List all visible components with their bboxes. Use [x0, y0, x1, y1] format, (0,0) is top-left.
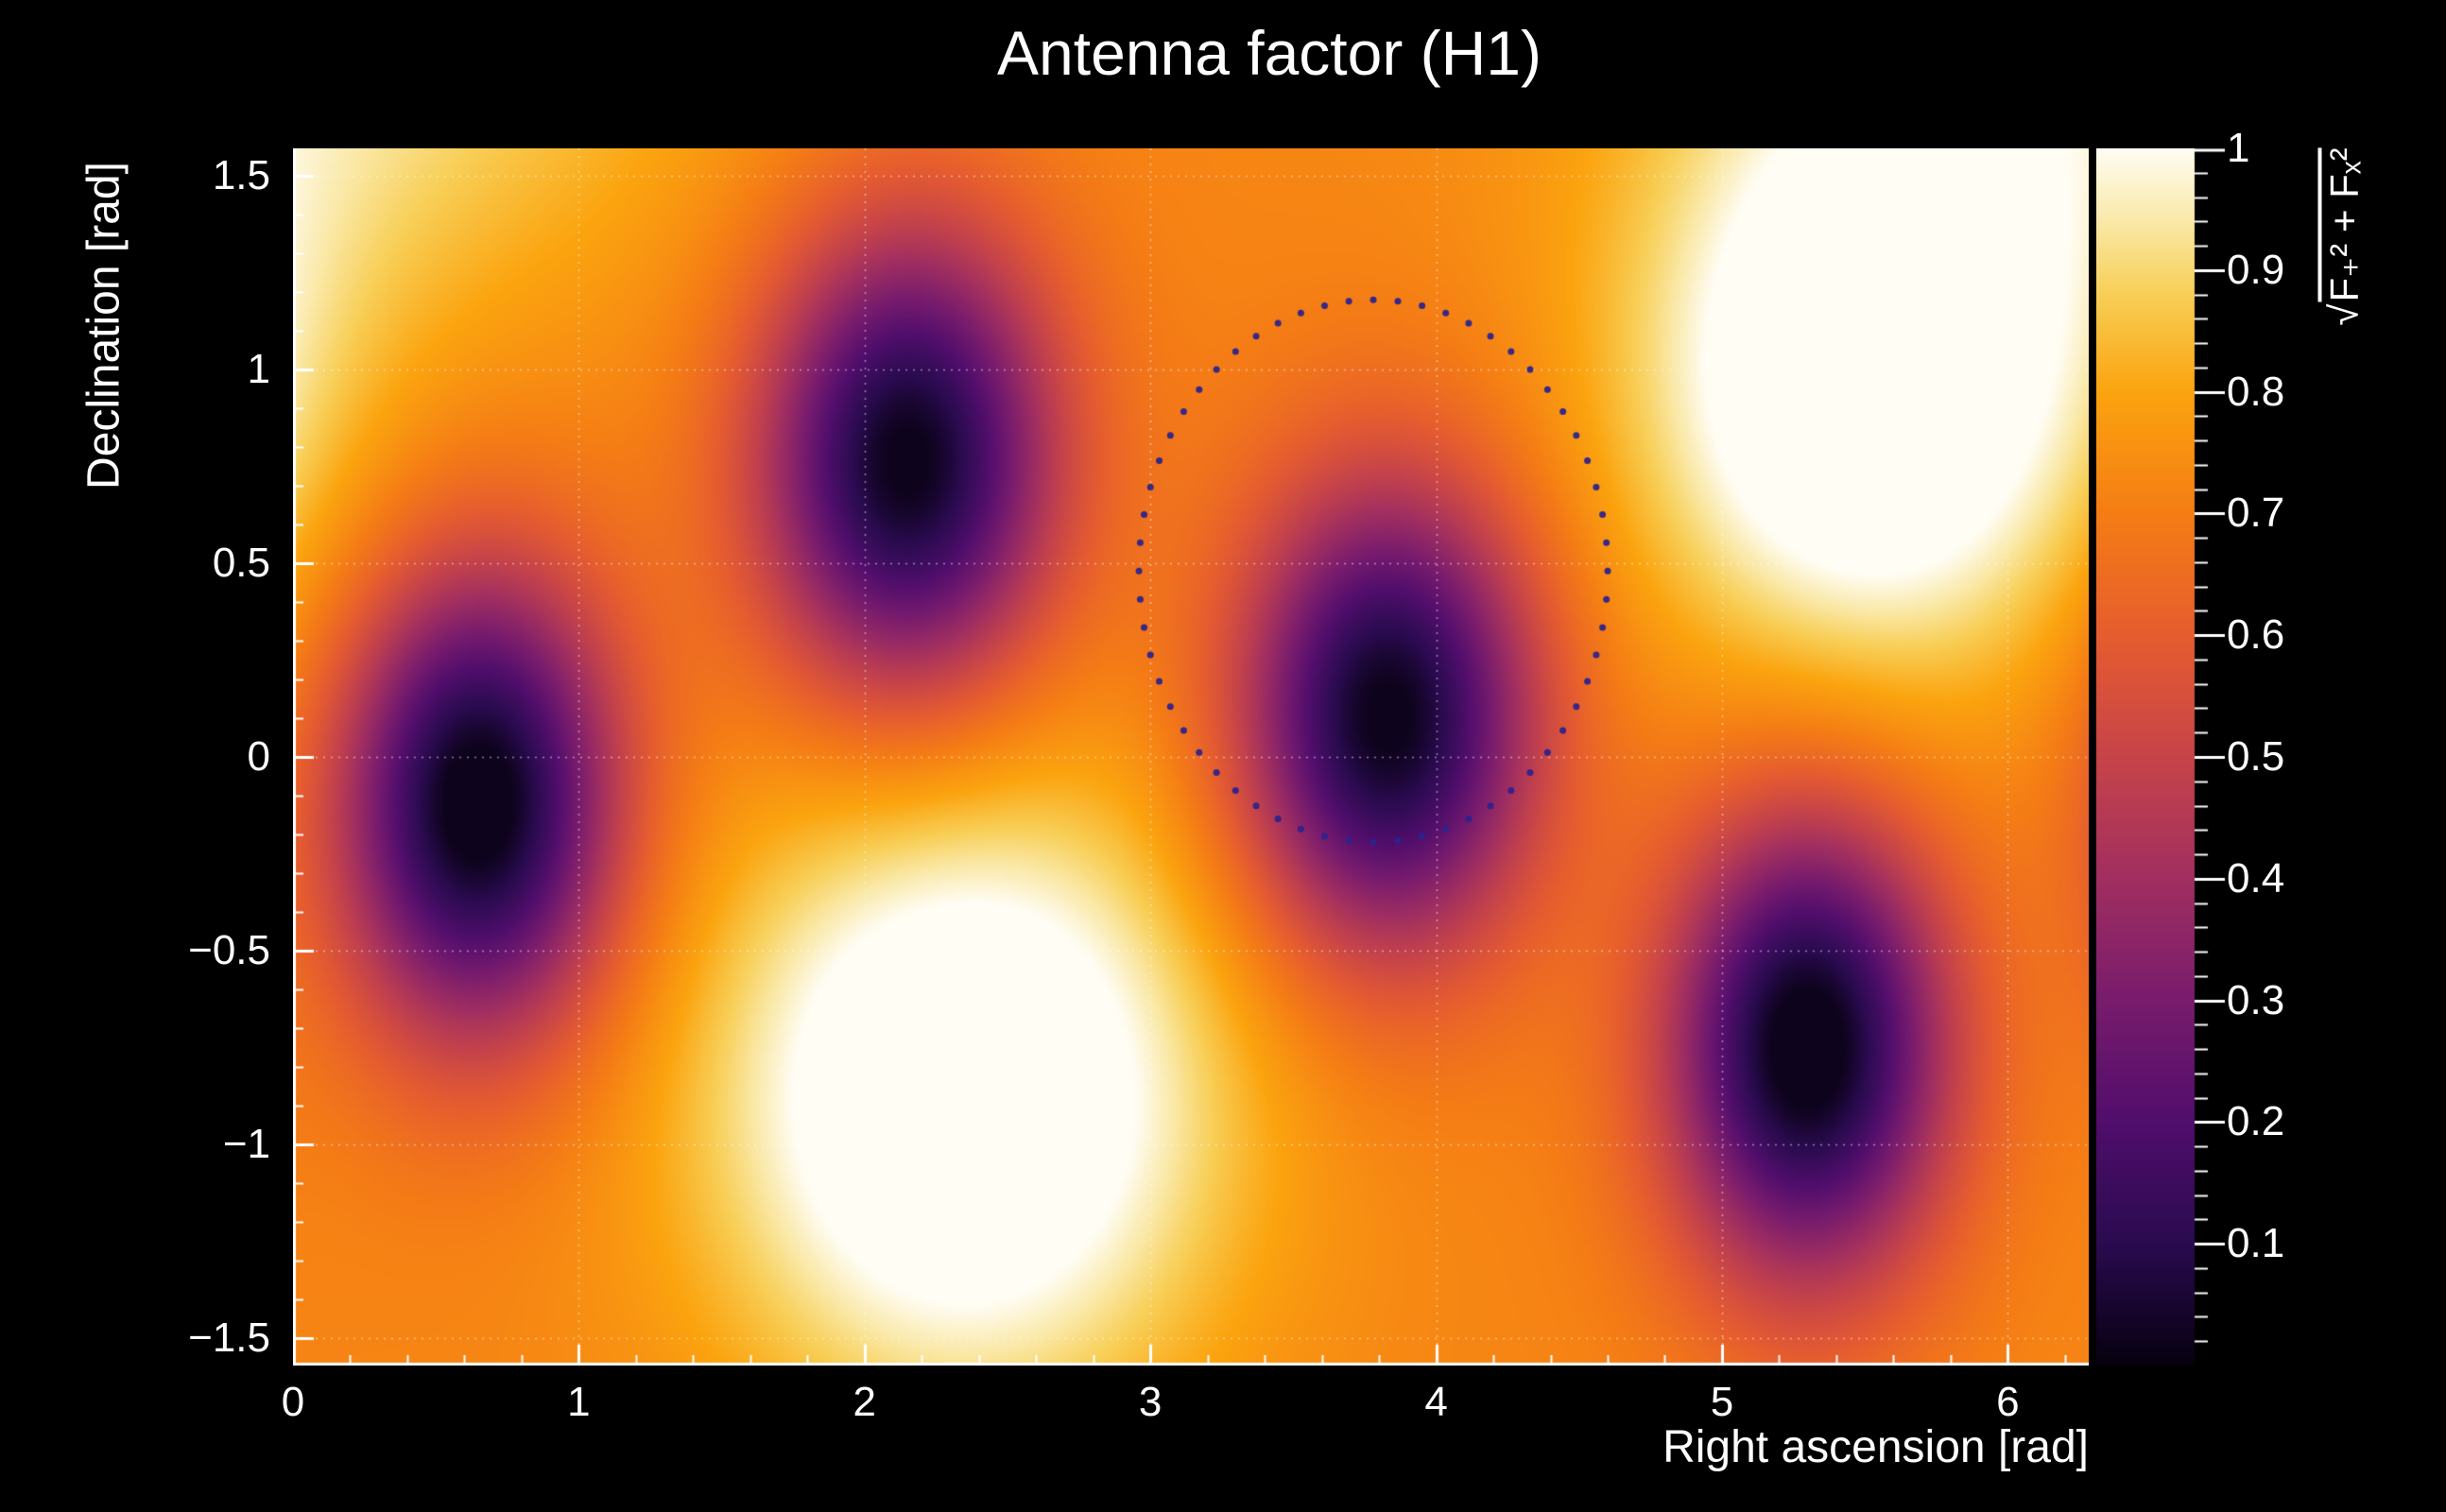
y-tick-label: 1 [247, 346, 270, 393]
z-tick-label: 0.2 [2227, 1098, 2285, 1145]
z-tick-label: 0.6 [2227, 611, 2285, 659]
z-tick-label: 0.7 [2227, 490, 2285, 537]
colorbar-canvas [2096, 148, 2257, 1366]
x-tick-label: 0 [281, 1379, 305, 1425]
x-tick-label: 3 [1138, 1379, 1163, 1425]
z-tick-label: 0.8 [2227, 368, 2285, 415]
chart-title: Antenna factor (H1) [997, 18, 1542, 88]
y-axis-title: Declination [rad] [78, 162, 129, 490]
z-axis-title: √F₊² + Fₓ² [2321, 0, 2368, 521]
x-tick-label: 5 [1710, 1379, 1734, 1425]
x-tick-label: 1 [567, 1379, 591, 1425]
y-tick-label: −0.5 [188, 926, 270, 973]
y-tick-label: −1 [222, 1120, 270, 1167]
z-tick-label: 1 [2227, 125, 2250, 171]
y-tick-label: −1.5 [188, 1314, 270, 1361]
y-tick-label: 0.5 [212, 540, 270, 586]
z-tick-label: 0.5 [2227, 733, 2285, 780]
plot-overlay-canvas [293, 148, 2089, 1366]
x-tick-label: 4 [1424, 1379, 1448, 1425]
y-tick-label: 0 [247, 733, 270, 780]
x-tick-label: 6 [1996, 1379, 2020, 1425]
z-axis-title-body: F₊² + Fₓ² [2321, 147, 2367, 302]
z-tick-label: 0.3 [2227, 976, 2285, 1023]
z-tick-label: 0.1 [2227, 1220, 2285, 1267]
x-tick-label: 2 [853, 1379, 877, 1425]
y-tick-label: 1.5 [212, 152, 270, 199]
z-tick-label: 0.9 [2227, 246, 2285, 293]
z-tick-label: 0.4 [2227, 854, 2285, 902]
radical-sign-icon: √ [2321, 303, 2367, 326]
x-axis-title: Right ascension [rad] [1662, 1422, 2089, 1472]
